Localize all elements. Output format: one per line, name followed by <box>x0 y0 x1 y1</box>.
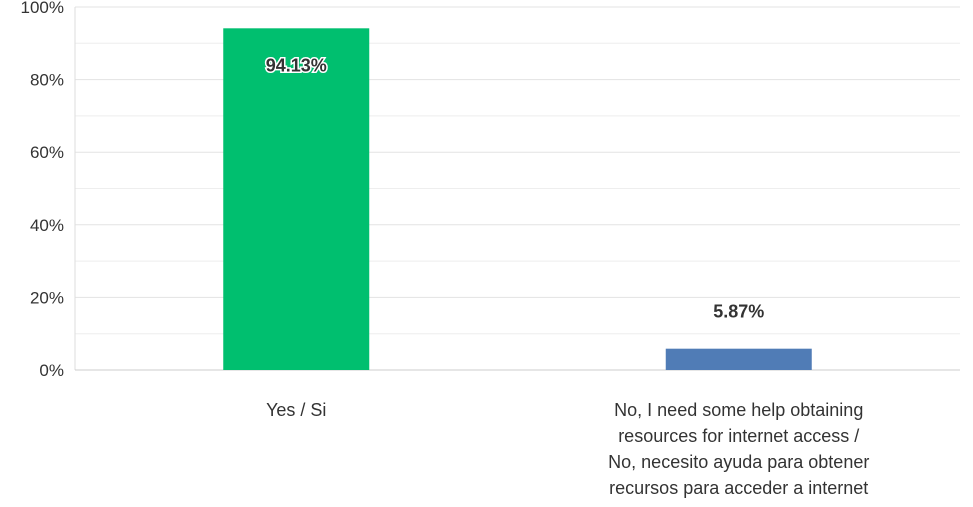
data-labels: 94.13% 5.87% <box>264 54 764 322</box>
category-label-line: recursos para acceder a internet <box>609 478 868 498</box>
bar[interactable] <box>223 28 370 370</box>
category-label-line: Yes / Si <box>266 400 326 420</box>
y-tick-label: 40% <box>30 216 64 235</box>
category-label: Yes / Si <box>266 400 326 420</box>
gridlines <box>75 6 960 335</box>
data-label: 94.13% <box>266 55 327 75</box>
y-axis: 0% 20% 40% 60% 80% 100% <box>21 0 960 380</box>
bar[interactable] <box>665 348 812 370</box>
bars <box>223 28 812 370</box>
category-label-line: No, necesito ayuda para obtener <box>608 452 869 472</box>
category-label: No, I need some help obtaining resources … <box>608 400 869 498</box>
category-label-line: No, I need some help obtaining <box>614 400 863 420</box>
y-tick-label: 60% <box>30 143 64 162</box>
data-label: 5.87% <box>713 302 764 322</box>
category-label-line: resources for internet access / <box>618 426 859 446</box>
x-axis-labels: Yes / Si No, I need some help obtaining re… <box>266 400 869 498</box>
y-tick-label: 80% <box>30 71 64 90</box>
y-tick-label: 20% <box>30 288 64 307</box>
y-tick-label: 0% <box>39 361 64 380</box>
y-tick-label: 100% <box>21 0 64 17</box>
